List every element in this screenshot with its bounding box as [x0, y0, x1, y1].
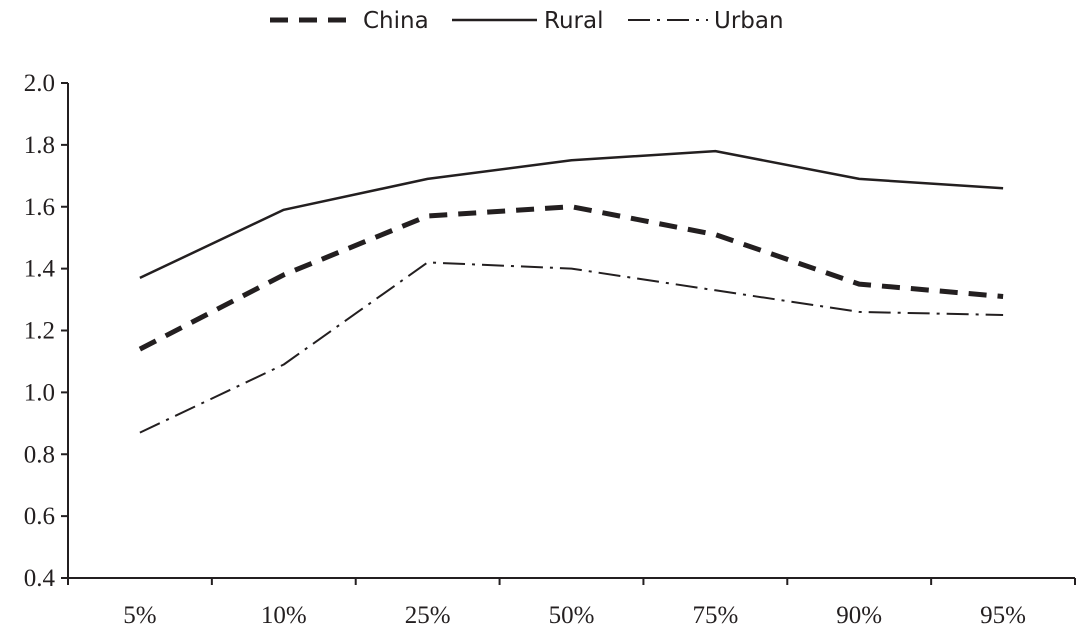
- y-tick-label: 1.4: [24, 256, 56, 283]
- x-tick-label: 5%: [123, 602, 156, 629]
- y-tick-label: 0.4: [24, 565, 56, 592]
- y-tick-label: 1.8: [24, 132, 55, 159]
- series-layer: [140, 151, 1003, 433]
- y-tick-label: 1.0: [24, 379, 55, 406]
- x-tick-label: 50%: [549, 602, 595, 629]
- series-line-rural: [140, 151, 1003, 278]
- series-line-china: [140, 207, 1003, 349]
- legend-label-urban: Urban: [714, 8, 784, 34]
- x-tick-label: 95%: [980, 602, 1026, 629]
- x-tick-label: 25%: [405, 602, 451, 629]
- y-tick-label: 0.8: [24, 441, 55, 468]
- x-tick-label: 75%: [692, 602, 738, 629]
- y-tick-label: 0.6: [24, 503, 55, 530]
- x-tick-label: 90%: [836, 602, 882, 629]
- axes: 0.4 0.6 0.8 1.0 1.2 1.4 1.6 1.8 2.0 5% 10% 25% 50% 75…: [24, 70, 1075, 629]
- y-tick-label: 2.0: [24, 70, 55, 97]
- legend-label-rural: Rural: [544, 8, 603, 34]
- legend: China Rural Urban: [270, 8, 784, 34]
- x-tick-label: 10%: [261, 602, 307, 629]
- series-line-urban: [140, 262, 1003, 432]
- legend-label-china: China: [363, 8, 429, 34]
- y-tick-label: 1.6: [24, 194, 55, 221]
- y-tick-label: 1.2: [24, 318, 55, 345]
